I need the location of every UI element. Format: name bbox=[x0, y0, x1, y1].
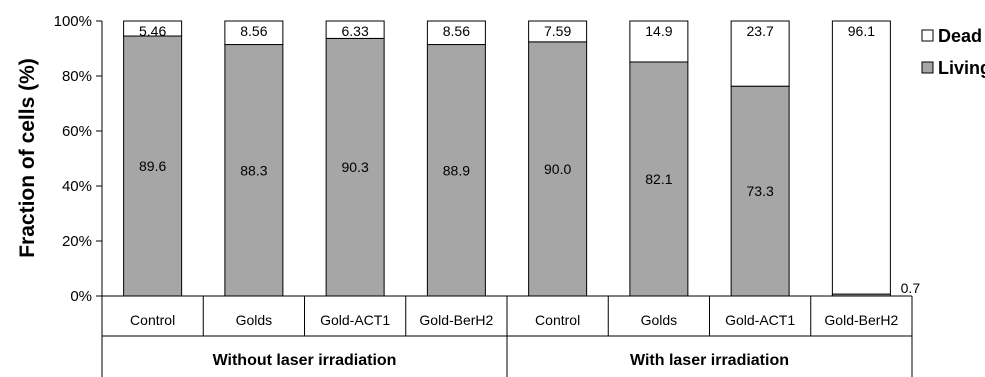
category-label-4: Gold-BerH2 bbox=[419, 312, 493, 328]
bar-living-7 bbox=[730, 85, 790, 297]
category-label-2: Golds bbox=[236, 312, 273, 328]
bar-dead-1 bbox=[123, 20, 183, 37]
category-label-6: Golds bbox=[641, 312, 678, 328]
dead-value-label-4: 8.56 bbox=[443, 23, 470, 39]
living-value-label-7: 73.3 bbox=[747, 183, 774, 199]
category-label-1: Control bbox=[130, 312, 175, 328]
living-value-label-2: 88.3 bbox=[240, 162, 267, 178]
bar-dead-6 bbox=[629, 20, 689, 63]
category-label-5: Control bbox=[535, 312, 580, 328]
bar-dead-8 bbox=[831, 20, 891, 295]
bar-dead-7 bbox=[730, 20, 790, 87]
y-tick-label: 20% bbox=[62, 233, 92, 250]
living-value-label-5: 90.0 bbox=[544, 161, 571, 177]
bar-dead-5 bbox=[528, 20, 588, 43]
dead-value-label-7: 23.7 bbox=[747, 23, 774, 39]
bar-dead-4 bbox=[426, 20, 486, 46]
group-label-2: With laser irradiation bbox=[630, 352, 789, 369]
labels-layer: 5.46 89.6 Control 8.56 88.3 Golds 6.33 90.3 Gold… bbox=[130, 23, 920, 369]
dead-value-label-2: 8.56 bbox=[240, 23, 267, 39]
legend: Dead Living bbox=[921, 26, 985, 78]
group-label-1: Without laser irradiation bbox=[213, 352, 397, 369]
dead-value-label-6: 14.9 bbox=[645, 23, 672, 39]
legend-swatch-dead bbox=[921, 29, 934, 42]
bar-living-1 bbox=[123, 35, 183, 297]
living-value-label-6: 82.1 bbox=[645, 171, 672, 187]
category-label-8: Gold-BerH2 bbox=[824, 312, 898, 328]
dead-value-label-1: 5.46 bbox=[139, 23, 166, 39]
living-value-label-1: 89.6 bbox=[139, 158, 166, 174]
legend-label-dead: Dead bbox=[938, 26, 982, 46]
y-tick-label: 100% bbox=[54, 13, 92, 30]
axis-layer: 0% 20% 40% 60% 80% 100% bbox=[54, 13, 913, 377]
bar-dead-2 bbox=[224, 20, 284, 46]
y-tick-label: 60% bbox=[62, 123, 92, 140]
bar-living-6 bbox=[629, 61, 689, 297]
legend-label-living: Living bbox=[938, 58, 985, 78]
living-value-label-4: 88.9 bbox=[443, 162, 470, 178]
bars-layer bbox=[123, 20, 891, 297]
y-tick-label: 80% bbox=[62, 68, 92, 85]
bar-living-3 bbox=[325, 37, 385, 297]
y-tick-label: 0% bbox=[70, 288, 92, 305]
y-tick-label: 40% bbox=[62, 178, 92, 195]
category-label-7: Gold-ACT1 bbox=[725, 312, 795, 328]
living-value-label-8: 0.7 bbox=[901, 280, 921, 296]
dead-value-label-5: 7.59 bbox=[544, 23, 571, 39]
bar-dead-3 bbox=[325, 20, 385, 39]
living-value-label-3: 90.3 bbox=[342, 159, 369, 175]
dead-value-label-8: 96.1 bbox=[848, 23, 875, 39]
y-axis-title: Fraction of cells (%) bbox=[16, 58, 39, 258]
category-label-3: Gold-ACT1 bbox=[320, 312, 390, 328]
legend-swatch-living bbox=[921, 61, 934, 74]
dead-value-label-3: 6.33 bbox=[342, 23, 369, 39]
